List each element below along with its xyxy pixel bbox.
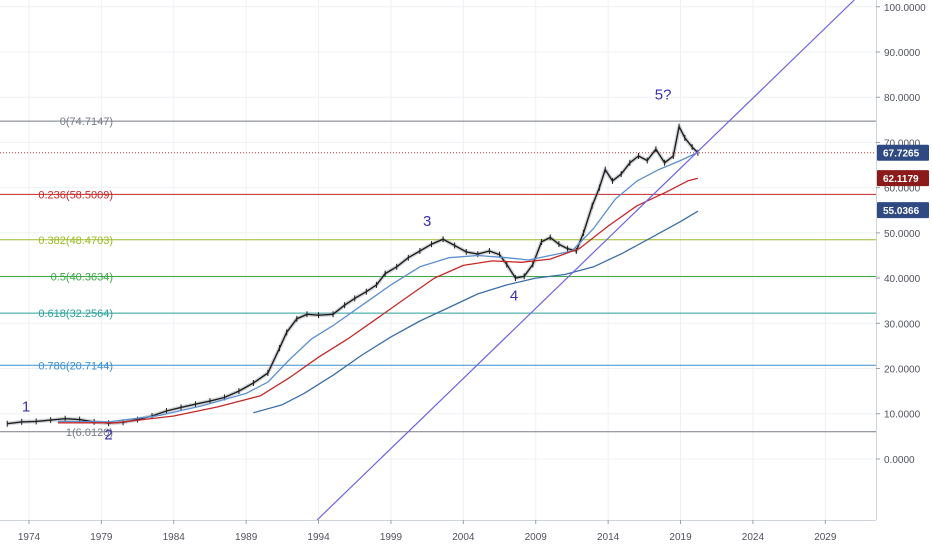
y-tick-label: 70.0000: [884, 138, 921, 149]
x-tick-label: 1989: [235, 532, 258, 543]
y-tick-label: 30.0000: [884, 319, 921, 330]
y-axis-background: [876, 0, 932, 550]
price-series: [6, 123, 700, 427]
y-tick-label: 40.0000: [884, 274, 921, 285]
y-tick-label: 100.0000: [884, 3, 926, 14]
x-axis-background: [0, 520, 876, 550]
fib-level-label: 0.382(48.4703): [38, 235, 113, 247]
trendline-group: [316, 0, 855, 521]
wave-label: 4: [510, 288, 518, 305]
moving-average-line: [57, 151, 699, 423]
x-tick-label: 2024: [742, 532, 765, 543]
wave-label: 5?: [655, 86, 672, 103]
x-tick-label: 2014: [597, 532, 620, 543]
wave-label: 1: [22, 398, 30, 415]
x-tick-label: 1994: [307, 532, 330, 543]
fib-level-label: 0.786(20.7144): [38, 360, 113, 372]
y-tick-label: 90.0000: [884, 48, 921, 59]
moving-average-line: [253, 210, 699, 414]
elliott-wave-labels: 1 2 3 4 5?: [22, 86, 672, 443]
y-tick-label: 80.0000: [884, 93, 921, 104]
y-tick-label: 60.0000: [884, 184, 921, 195]
x-tick-label: 1984: [163, 532, 186, 543]
y-tick-label: 20.0000: [884, 365, 921, 376]
x-tick-label: 1974: [18, 532, 41, 543]
fib-level-label: 0.236(58.5009): [38, 189, 113, 201]
price-marker-label: 55.0366: [883, 206, 920, 217]
x-tick-label: 2029: [814, 532, 837, 543]
x-tick-label: 1999: [380, 532, 403, 543]
price-marker: [877, 202, 929, 219]
price-marker-label: 62.1179: [883, 174, 919, 185]
x-tick-label: 2009: [525, 532, 548, 543]
trendline: [316, 0, 855, 521]
wave-label: 2: [104, 427, 112, 444]
y-tick-label: 50.0000: [884, 229, 921, 240]
price-marker-label: 67.7265: [883, 149, 920, 160]
fib-level-label: 0(74.7147): [60, 116, 113, 128]
fib-level-label: 0.5(40.3634): [51, 271, 113, 283]
x-tick-label: 2019: [669, 532, 692, 543]
x-tick-label: 2004: [452, 532, 475, 543]
y-tick-label: 0.0000: [884, 455, 915, 466]
wave-label: 3: [423, 213, 431, 230]
price-marker: [877, 170, 929, 187]
y-tick-label: 10.0000: [884, 410, 921, 421]
price-marker: [877, 144, 929, 161]
grid: [0, 0, 876, 520]
fib-level-label: 0.618(32.2564): [38, 308, 113, 320]
moving-average-line: [57, 177, 699, 424]
fib-level-label: 1(6.0120): [66, 427, 113, 439]
x-tick-label: 1979: [90, 532, 113, 543]
fibonacci-retracement: 0(74.7147) 0.236(58.5009) 0.382(48.4703) 0.…: [0, 116, 876, 439]
